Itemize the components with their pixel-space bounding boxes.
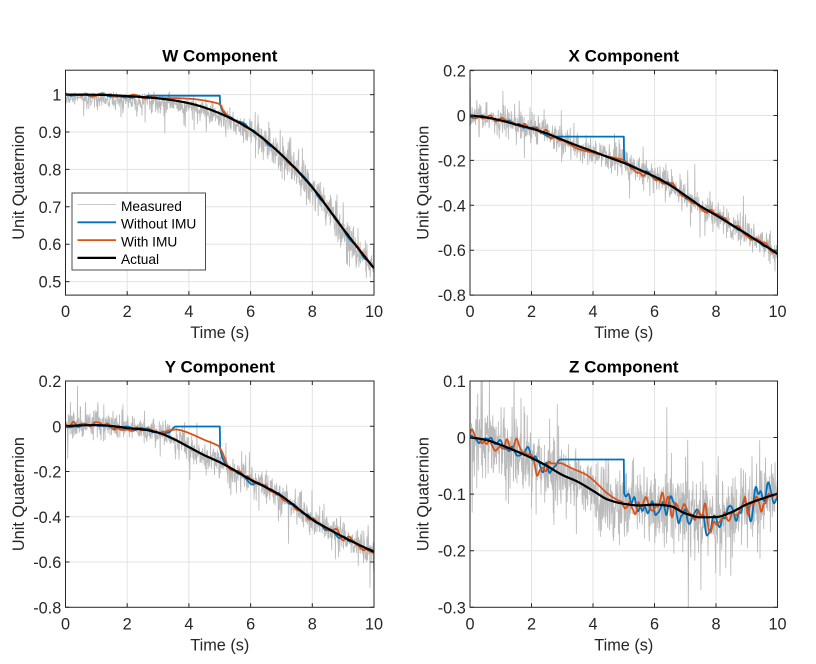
svg-text:2: 2 [527, 303, 536, 321]
svg-text:Z Component: Z Component [569, 358, 679, 377]
svg-text:4: 4 [184, 615, 193, 633]
svg-text:2: 2 [123, 615, 132, 633]
svg-text:Measured: Measured [121, 199, 182, 214]
svg-text:With IMU: With IMU [121, 234, 177, 249]
svg-text:0: 0 [457, 430, 466, 448]
svg-text:10: 10 [768, 615, 786, 633]
svg-text:0: 0 [61, 615, 70, 633]
svg-text:0: 0 [457, 108, 466, 126]
svg-text:Unit Quaternion: Unit Quaternion [415, 126, 433, 240]
svg-text:0.7: 0.7 [39, 199, 62, 217]
svg-text:Without IMU: Without IMU [121, 217, 196, 232]
svg-text:0.2: 0.2 [443, 63, 466, 81]
svg-text:6: 6 [246, 303, 255, 321]
svg-text:Unit Quaternion: Unit Quaternion [10, 437, 28, 551]
svg-text:-0.4: -0.4 [33, 509, 61, 527]
svg-text:0.2: 0.2 [39, 373, 62, 391]
svg-text:-0.8: -0.8 [438, 287, 466, 305]
svg-text:0: 0 [465, 615, 474, 633]
svg-text:2: 2 [527, 615, 536, 633]
svg-text:-0.2: -0.2 [438, 152, 466, 170]
svg-text:4: 4 [588, 303, 597, 321]
svg-text:0.1: 0.1 [443, 373, 466, 391]
svg-text:0: 0 [61, 303, 70, 321]
svg-text:Actual: Actual [121, 252, 159, 267]
svg-text:0.5: 0.5 [39, 274, 62, 292]
svg-text:-0.4: -0.4 [438, 197, 466, 215]
svg-text:Time (s): Time (s) [190, 324, 249, 342]
svg-text:10: 10 [365, 303, 383, 321]
svg-text:-0.2: -0.2 [438, 543, 466, 561]
svg-text:6: 6 [650, 615, 659, 633]
svg-text:2: 2 [123, 303, 132, 321]
svg-text:6: 6 [650, 303, 659, 321]
svg-text:-0.1: -0.1 [438, 486, 466, 504]
svg-text:-0.2: -0.2 [33, 464, 61, 482]
svg-text:0.8: 0.8 [39, 161, 62, 179]
svg-text:Y Component: Y Component [165, 358, 276, 377]
svg-text:8: 8 [308, 615, 317, 633]
svg-text:Time (s): Time (s) [190, 636, 249, 654]
svg-text:-0.6: -0.6 [33, 554, 61, 572]
svg-text:4: 4 [588, 615, 597, 633]
svg-text:0.6: 0.6 [39, 236, 62, 254]
svg-text:4: 4 [184, 303, 193, 321]
svg-text:Unit Quaternion: Unit Quaternion [415, 437, 433, 551]
svg-text:0: 0 [465, 303, 474, 321]
svg-text:10: 10 [768, 303, 786, 321]
svg-text:-0.6: -0.6 [438, 242, 466, 260]
svg-text:W Component: W Component [162, 47, 278, 66]
svg-text:-0.8: -0.8 [33, 599, 61, 617]
svg-text:6: 6 [246, 615, 255, 633]
svg-text:8: 8 [308, 303, 317, 321]
svg-text:1: 1 [52, 87, 61, 105]
svg-text:10: 10 [365, 615, 383, 633]
svg-text:8: 8 [711, 615, 720, 633]
svg-text:Time (s): Time (s) [594, 324, 653, 342]
svg-text:8: 8 [711, 303, 720, 321]
svg-text:Time (s): Time (s) [594, 636, 653, 654]
svg-text:0: 0 [52, 418, 61, 436]
svg-text:0.9: 0.9 [39, 124, 62, 142]
svg-text:-0.3: -0.3 [438, 599, 466, 617]
svg-text:X Component: X Component [569, 47, 680, 66]
svg-text:Unit Quaternion: Unit Quaternion [10, 126, 28, 240]
